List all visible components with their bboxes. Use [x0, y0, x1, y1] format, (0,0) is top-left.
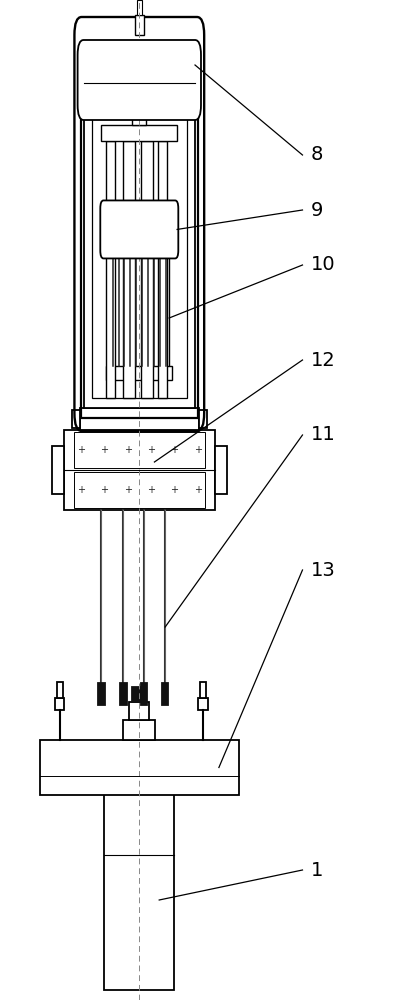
Bar — [162, 683, 168, 705]
Text: 9: 9 — [310, 200, 323, 220]
Bar — [132, 105, 146, 125]
Text: +: + — [100, 485, 108, 495]
Bar — [84, 105, 195, 408]
Bar — [123, 141, 135, 398]
Text: 1: 1 — [310, 860, 323, 880]
Text: +: + — [77, 485, 85, 495]
Bar — [74, 432, 205, 468]
Text: +: + — [147, 485, 155, 495]
Bar — [198, 698, 208, 710]
Bar — [137, 0, 142, 15]
Bar — [109, 250, 169, 368]
Text: +: + — [100, 445, 108, 455]
Text: 8: 8 — [310, 145, 323, 164]
Text: 10: 10 — [310, 255, 335, 274]
Text: 12: 12 — [310, 351, 335, 369]
Bar — [129, 702, 149, 720]
Text: +: + — [170, 485, 178, 495]
Text: +: + — [77, 445, 85, 455]
Bar — [57, 682, 63, 698]
Bar — [40, 740, 239, 795]
Bar — [52, 446, 64, 494]
Text: +: + — [124, 445, 132, 455]
Bar — [92, 115, 187, 398]
FancyBboxPatch shape — [100, 200, 178, 258]
Bar — [106, 141, 115, 398]
Bar — [64, 430, 215, 510]
Bar — [106, 366, 172, 380]
Bar — [215, 446, 227, 494]
Text: +: + — [170, 445, 178, 455]
Bar — [80, 408, 199, 430]
Bar — [80, 45, 198, 418]
Bar — [141, 683, 147, 705]
FancyBboxPatch shape — [78, 40, 201, 120]
Text: 13: 13 — [310, 560, 335, 580]
Bar — [101, 125, 177, 141]
Text: +: + — [194, 485, 202, 495]
Bar — [120, 683, 127, 705]
Bar — [72, 410, 80, 428]
Bar — [98, 683, 105, 705]
Bar — [74, 472, 205, 508]
Bar — [135, 90, 144, 105]
Text: +: + — [147, 445, 155, 455]
Text: 11: 11 — [310, 426, 335, 444]
Text: +: + — [194, 445, 202, 455]
Bar — [132, 687, 146, 702]
Bar — [200, 682, 206, 698]
Bar — [141, 141, 153, 398]
Bar — [199, 410, 207, 428]
Bar — [135, 15, 144, 35]
Bar — [158, 141, 167, 398]
Bar — [123, 720, 155, 740]
Bar — [104, 790, 174, 990]
Bar — [55, 698, 64, 710]
Text: +: + — [124, 485, 132, 495]
